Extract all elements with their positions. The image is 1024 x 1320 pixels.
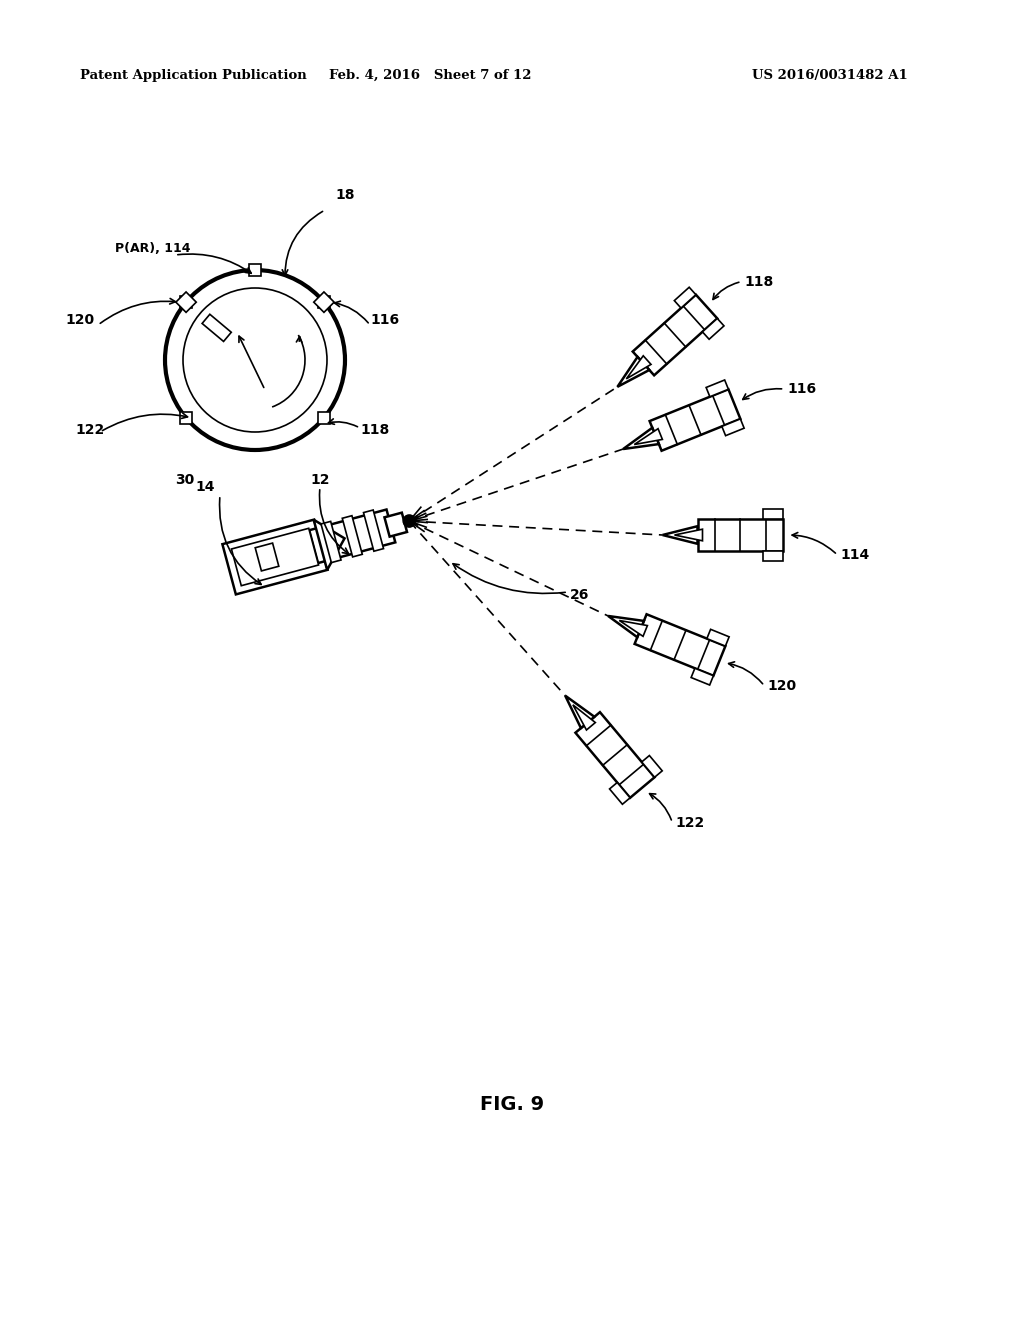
Bar xyxy=(317,412,330,424)
Text: 120: 120 xyxy=(66,313,95,327)
Polygon shape xyxy=(634,429,663,445)
Text: Patent Application Publication: Patent Application Publication xyxy=(80,69,307,82)
Polygon shape xyxy=(707,380,728,397)
Polygon shape xyxy=(255,543,279,572)
Text: 118: 118 xyxy=(744,275,774,289)
Text: 12: 12 xyxy=(310,473,330,487)
Text: 26: 26 xyxy=(570,587,590,602)
Polygon shape xyxy=(702,318,724,339)
Text: 122: 122 xyxy=(75,422,104,437)
Polygon shape xyxy=(202,314,231,342)
Text: 30: 30 xyxy=(175,473,195,487)
Text: P(AR), 114: P(AR), 114 xyxy=(115,242,190,255)
Polygon shape xyxy=(321,521,341,562)
Text: FIG. 9: FIG. 9 xyxy=(480,1096,544,1114)
Polygon shape xyxy=(384,512,407,537)
Polygon shape xyxy=(609,783,630,804)
Text: 14: 14 xyxy=(195,480,214,494)
Polygon shape xyxy=(572,705,595,730)
Circle shape xyxy=(403,515,416,527)
Circle shape xyxy=(165,271,345,450)
Polygon shape xyxy=(697,519,782,550)
Polygon shape xyxy=(675,288,696,308)
Text: US 2016/0031482 A1: US 2016/0031482 A1 xyxy=(752,69,908,82)
Polygon shape xyxy=(342,516,362,557)
Text: Feb. 4, 2016   Sheet 7 of 12: Feb. 4, 2016 Sheet 7 of 12 xyxy=(329,69,531,82)
Text: 116: 116 xyxy=(787,381,816,396)
Bar xyxy=(180,296,193,308)
Text: 120: 120 xyxy=(767,678,797,693)
Polygon shape xyxy=(691,668,714,685)
Text: 122: 122 xyxy=(675,816,705,829)
Polygon shape xyxy=(364,510,384,552)
Polygon shape xyxy=(763,510,782,519)
Bar xyxy=(317,296,330,308)
Polygon shape xyxy=(663,527,697,544)
Polygon shape xyxy=(575,713,654,797)
Polygon shape xyxy=(231,528,318,586)
Polygon shape xyxy=(565,696,594,729)
Polygon shape xyxy=(722,418,744,436)
Polygon shape xyxy=(176,292,197,313)
Polygon shape xyxy=(642,755,663,777)
Polygon shape xyxy=(635,614,725,676)
Polygon shape xyxy=(313,520,344,570)
Polygon shape xyxy=(675,529,702,541)
Text: 18: 18 xyxy=(335,187,354,202)
Polygon shape xyxy=(222,520,328,594)
Text: 114: 114 xyxy=(841,548,869,562)
Bar xyxy=(180,412,193,424)
Polygon shape xyxy=(620,620,647,636)
Polygon shape xyxy=(313,292,334,313)
Polygon shape xyxy=(617,356,649,387)
Circle shape xyxy=(183,288,327,432)
Text: 116: 116 xyxy=(370,313,399,327)
Polygon shape xyxy=(707,630,729,645)
Polygon shape xyxy=(763,550,782,561)
Polygon shape xyxy=(608,616,644,638)
Bar xyxy=(249,264,261,276)
Text: 118: 118 xyxy=(360,422,389,437)
Polygon shape xyxy=(627,356,651,379)
Polygon shape xyxy=(624,428,658,449)
Polygon shape xyxy=(309,510,395,564)
Polygon shape xyxy=(633,294,717,375)
Polygon shape xyxy=(649,389,740,450)
